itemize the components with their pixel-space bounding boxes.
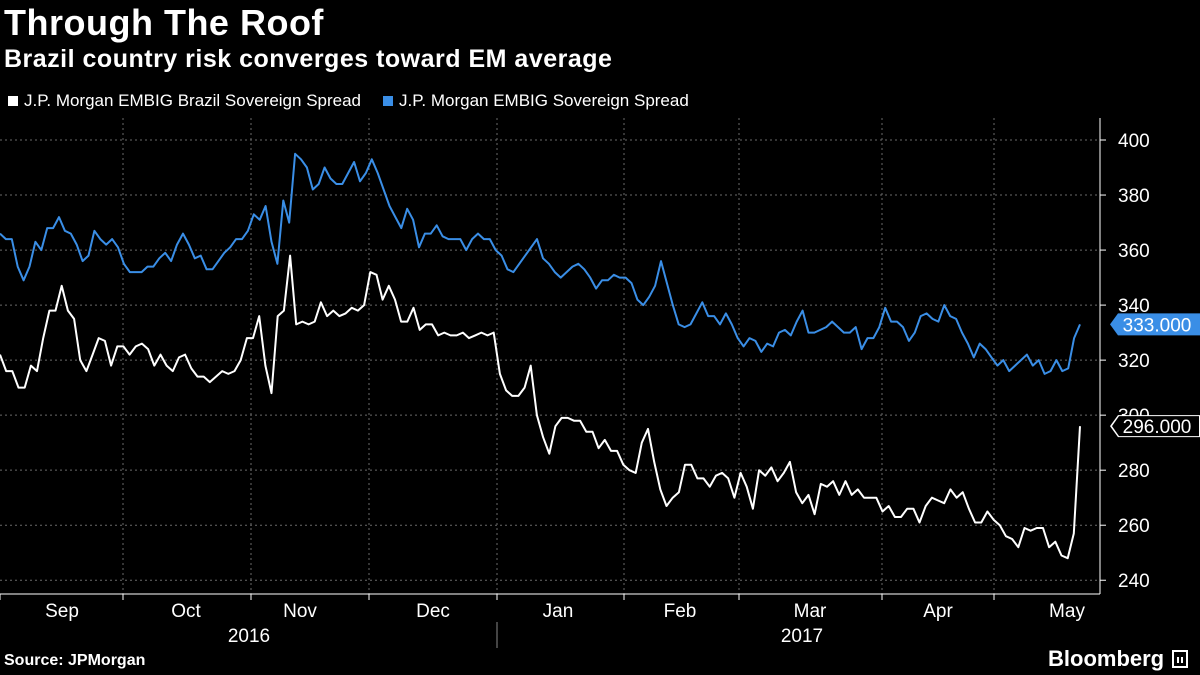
legend-swatch-em <box>383 96 394 106</box>
bloomberg-terminal-icon <box>1172 650 1189 668</box>
chart-title: Through The Roof <box>4 2 324 43</box>
series-line-brazil <box>0 254 1081 560</box>
last-value-label: 333.000 <box>1123 315 1192 336</box>
brand-name: Bloomberg <box>1048 646 1165 671</box>
last-value-flag-em: 333.000 <box>1110 313 1200 336</box>
legend-swatch-brazil <box>8 96 18 106</box>
y-tick-label: 400 <box>1118 131 1150 152</box>
x-tick-label: Oct <box>171 601 201 622</box>
legend-item-brazil: J.P. Morgan EMBIG Brazil Sovereign Sprea… <box>8 91 361 111</box>
x-tick-label: Jan <box>543 601 574 622</box>
x-tick-label: Dec <box>416 601 450 622</box>
last-value-flag-brazil: 296.000 <box>1110 415 1200 438</box>
source-note: Source: JPMorgan <box>4 652 146 669</box>
y-tick-label: 280 <box>1118 461 1150 482</box>
x-tick-label: Nov <box>283 601 317 622</box>
legend-label-brazil: J.P. Morgan EMBIG Brazil Sovereign Sprea… <box>24 91 362 110</box>
x-tick-label: Feb <box>664 601 697 622</box>
y-tick-label: 380 <box>1118 186 1150 207</box>
x-tick-label: May <box>1049 601 1085 622</box>
legend-label-em: J.P. Morgan EMBIG Sovereign Spread <box>399 91 689 110</box>
legend: J.P. Morgan EMBIG Brazil Sovereign Sprea… <box>8 91 689 111</box>
y-tick-label: 360 <box>1118 241 1150 262</box>
last-value-flag-inner <box>1112 416 1199 437</box>
y-tick-label: 340 <box>1118 296 1150 317</box>
x-tick-label: Mar <box>794 601 827 622</box>
last-value-flag-bg <box>1110 313 1200 336</box>
y-tick-label: 320 <box>1118 351 1150 372</box>
chart-subtitle: Brazil country risk converges toward EM … <box>4 45 613 73</box>
year-label: 2017 <box>781 626 823 647</box>
x-tick-label: Sep <box>45 601 79 622</box>
bloomberg-logo: Bloomberg <box>1048 646 1189 672</box>
series-line-em <box>0 152 1081 375</box>
legend-item-em: J.P. Morgan EMBIG Sovereign Spread <box>383 91 689 111</box>
y-tick-label: 260 <box>1118 516 1150 537</box>
last-value-label: 296.000 <box>1123 417 1192 438</box>
year-label: 2016 <box>228 626 270 647</box>
x-tick-label: Apr <box>923 601 953 622</box>
y-tick-label: 240 <box>1118 571 1150 592</box>
